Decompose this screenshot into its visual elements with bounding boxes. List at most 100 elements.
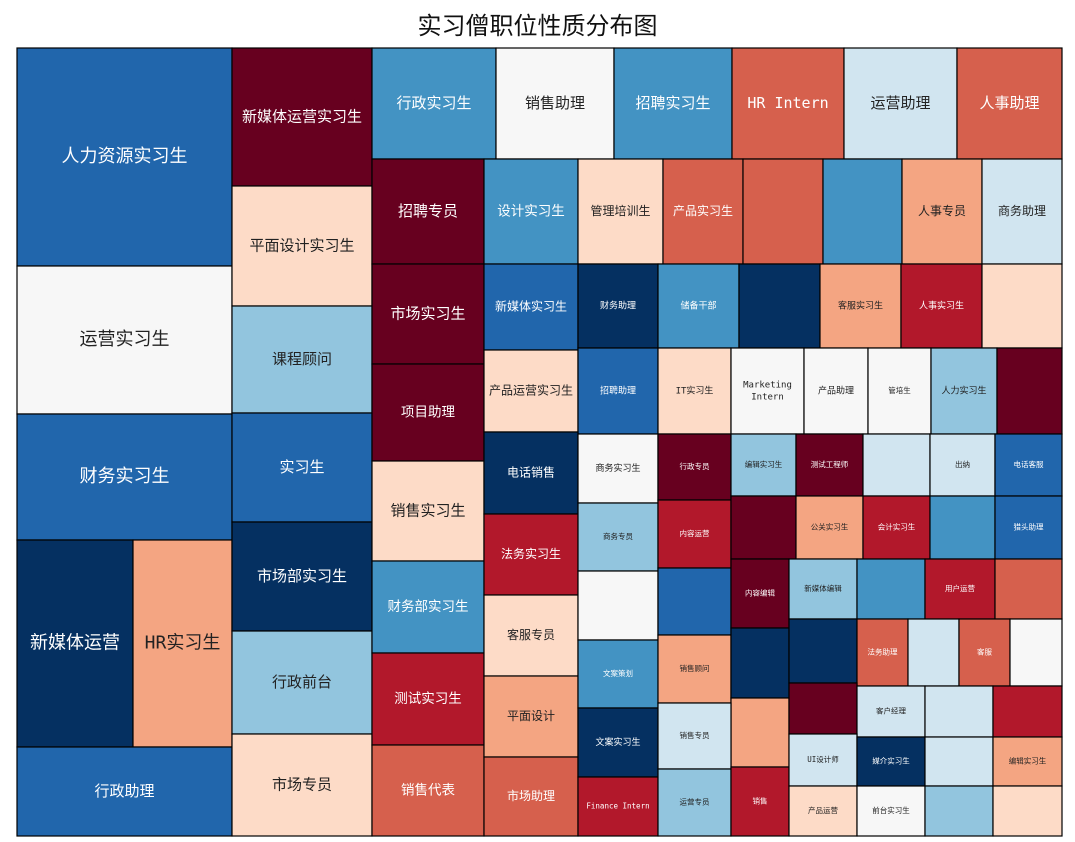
- treemap-label-zh-79: 客服: [977, 647, 992, 657]
- treemap-cell-20: [371, 263, 485, 365]
- treemap-label-zh-24: 测试实习生: [394, 691, 462, 707]
- treemap-label-zh-13: 行政实习生: [396, 94, 471, 112]
- treemap-cell-87: [577, 707, 659, 778]
- treemap-label-zh-83: 客户经理: [876, 706, 906, 716]
- treemap-cell-74: [657, 634, 732, 704]
- treemap-cell-49: [577, 433, 659, 504]
- treemap-label-zh-95: 前台实习生: [872, 805, 910, 815]
- treemap-label-zh-37: 客服实习生: [838, 300, 883, 312]
- treemap-label-hr-4: HR实习生: [145, 633, 221, 654]
- treemap-label-zh-93: 产品运营: [808, 805, 838, 815]
- treemap-label-zh-88: 销售专员: [680, 730, 710, 740]
- treemap-label-zh-0: 人力资源实习生: [62, 146, 188, 167]
- treemap-cell-89: [577, 776, 659, 837]
- treemap-label-zh-86: 市场助理: [507, 788, 555, 803]
- treemap-cell-22: [371, 460, 485, 562]
- treemap-label-zh-70: 用户运营: [945, 583, 975, 593]
- treemap-label-zh-46: 人力实习生: [941, 385, 986, 397]
- treemap-cell-8: [231, 305, 373, 414]
- treemap-label-zh-63: 猎头助理: [1014, 522, 1044, 532]
- treemap-label-zh-21: 项目助理: [401, 405, 455, 421]
- treemap-cell-50: [657, 433, 732, 501]
- treemap-label-zh-60: 公关实习生: [811, 522, 849, 532]
- treemap-label-zh-7: 平面设计实习生: [249, 237, 354, 255]
- treemap-cell-25: [371, 744, 485, 837]
- treemap-cell-18: [956, 47, 1063, 160]
- treemap-cell-17: [843, 47, 958, 160]
- treemap-cell-99: [992, 785, 1063, 837]
- treemap-cell-24: [371, 652, 485, 746]
- treemap-cell-11: [231, 630, 373, 735]
- treemap-label-it-42: IT实习生: [676, 385, 714, 397]
- treemap-cell-56: [483, 513, 579, 596]
- treemap-cell-5: [16, 746, 233, 837]
- treemap-cell-6: [231, 47, 373, 187]
- treemap-label-zh-2: 财务实习生: [80, 466, 170, 487]
- treemap-cell-63: [994, 495, 1063, 560]
- treemap-cell-14: [495, 47, 615, 160]
- treemap-cell-21: [371, 363, 485, 462]
- treemap-label-zh-27: 管理培训生: [590, 203, 650, 218]
- treemap-cell-7: [231, 185, 373, 307]
- treemap-label-zh-10: 市场部实习生: [257, 567, 347, 585]
- treemap-cell-28: [662, 158, 744, 265]
- treemap-label-zh-18: 人事助理: [979, 94, 1039, 112]
- treemap-cell-77: [856, 618, 909, 687]
- treemap-cell-84: [924, 685, 994, 738]
- treemap-cell-3: [16, 539, 134, 748]
- treemap-label-zh-74: 销售顾问: [680, 663, 710, 673]
- treemap-label-zh-12: 市场专员: [272, 776, 332, 794]
- treemap-label-zh-40: 产品运营实习生: [489, 383, 573, 398]
- treemap-cell-68: [788, 558, 858, 620]
- treemap-cell-64: [483, 594, 579, 677]
- treemap-cell-1: [16, 265, 233, 415]
- treemap-label-zh-35: 储备干部: [680, 300, 716, 312]
- treemap-label-zh-61: 会计实习生: [878, 522, 916, 532]
- treemap-cell-43: [730, 347, 805, 435]
- treemap-cell-62: [929, 495, 996, 560]
- treemap-cell-57: [577, 502, 659, 572]
- treemap-label-zh-64: 客服专员: [507, 627, 555, 642]
- treemap-label-zh-72: 平面设计: [507, 709, 555, 723]
- treemap-cell-54: [929, 433, 996, 497]
- treemap-label-zh-90: 运营专员: [680, 797, 710, 807]
- treemap-label-zh-11: 行政前台: [272, 673, 332, 691]
- treemap-label-zh-32: 商务助理: [998, 203, 1046, 218]
- treemap-label-zh-51: 编辑实习生: [745, 459, 783, 469]
- treemap-cell-45: [867, 347, 932, 435]
- treemap-cell-12: [231, 733, 373, 837]
- treemap-label-zh-68: 新媒体编辑: [804, 583, 842, 593]
- treemap-label-hr-intern-16: HR Intern: [747, 94, 828, 112]
- treemap-cell-48: [483, 431, 579, 515]
- treemap-label-zh-15: 招聘实习生: [635, 94, 710, 112]
- treemap-label-zh-1: 运营实习生: [80, 329, 170, 350]
- treemap-cell-30: [822, 158, 903, 265]
- treemap-label-zh-73: 文案策划: [603, 668, 633, 678]
- treemap-label-zh-17: 运营助理: [870, 94, 930, 112]
- treemap-cell-69: [856, 558, 926, 620]
- treemap-cell-79: [958, 618, 1011, 687]
- treemap-cell-42: [657, 347, 732, 435]
- treemap-cell-53: [862, 433, 931, 497]
- treemap-cell-81: [730, 697, 790, 768]
- treemap-label-zh-31: 人事专员: [918, 203, 966, 218]
- treemap-cell-39: [981, 263, 1063, 349]
- treemap-cell-37: [819, 263, 902, 349]
- treemap-cell-82: [788, 682, 858, 735]
- treemap-cell-47: [996, 347, 1063, 435]
- treemap-cell-98: [992, 736, 1063, 787]
- treemap-label-zh-57: 商务专员: [603, 531, 633, 541]
- treemap-cell-9: [231, 412, 373, 523]
- treemap-label-zh-25: 销售代表: [401, 783, 455, 799]
- treemap-cell-66: [657, 567, 732, 636]
- treemap-label-zh-56: 法务实习生: [501, 546, 561, 561]
- treemap-label-zh-3: 新媒体运营: [30, 633, 120, 654]
- treemap-cell-59: [730, 495, 797, 560]
- treemap-label-zh-6: 新媒体运营实习生: [242, 108, 362, 126]
- treemap-cell-72: [483, 675, 579, 758]
- treemap-cell-2: [16, 413, 233, 541]
- treemap-label-zh-14: 销售助理: [525, 94, 585, 112]
- treemap-cell-38: [900, 263, 983, 349]
- treemap-cell-78: [907, 618, 960, 687]
